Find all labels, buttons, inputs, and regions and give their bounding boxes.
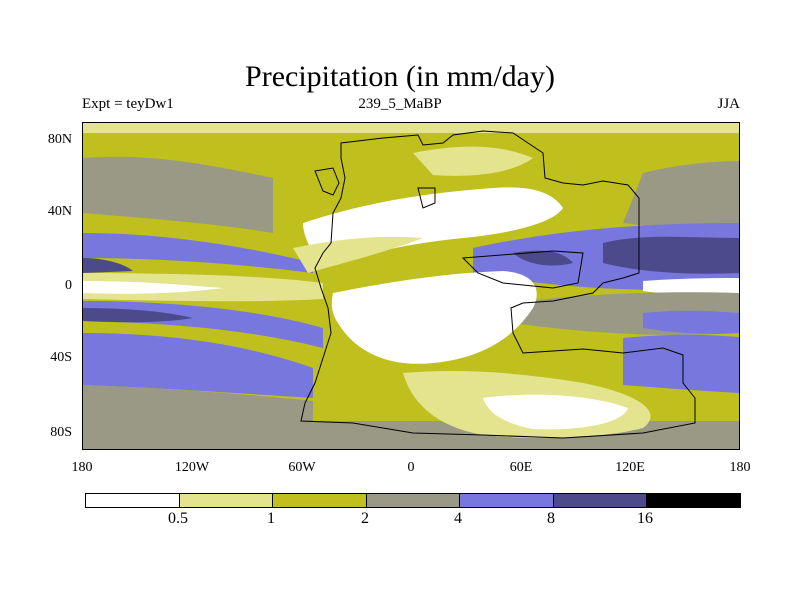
dry-margin-north bbox=[413, 146, 533, 176]
island-outline-small bbox=[417, 187, 436, 209]
lat-tick: 0 bbox=[65, 278, 72, 293]
experiment-label: Expt = teyDw1 bbox=[82, 96, 174, 112]
lat-tick: 80N bbox=[47, 132, 72, 147]
south-navy-band-west bbox=[83, 308, 193, 323]
lat-tick: 40N bbox=[47, 204, 72, 219]
lon-tick: 180 bbox=[729, 460, 751, 475]
lon-tick: 120E bbox=[615, 460, 645, 475]
inland-sea-outline bbox=[461, 250, 584, 289]
northeast-gray-band bbox=[623, 161, 739, 233]
map-title: Precipitation (in mm/day) bbox=[245, 60, 555, 93]
south-blue-band-east bbox=[643, 310, 739, 334]
lat-tick: 40S bbox=[50, 350, 72, 365]
north-blue-band-west bbox=[83, 233, 313, 273]
lon-tick: 60E bbox=[509, 460, 533, 475]
southern-storm-track-east bbox=[623, 334, 739, 393]
colorbar-segment bbox=[273, 494, 367, 507]
colorbar-label: 2 bbox=[361, 510, 369, 527]
colorbar-segment bbox=[366, 494, 461, 507]
island-outline-north bbox=[314, 167, 340, 196]
north-navy-patch-east bbox=[603, 236, 739, 274]
southern-dry-region bbox=[483, 394, 628, 430]
season-label: JJA bbox=[717, 96, 740, 112]
lon-tick: 120W bbox=[174, 460, 210, 475]
period-label: 239_5_MaBP bbox=[358, 96, 442, 112]
dry-margin-west bbox=[293, 236, 423, 273]
lat-tick: 80S bbox=[50, 425, 72, 440]
north-navy-patch-central bbox=[513, 250, 573, 266]
lon-tick: 60W bbox=[288, 460, 316, 475]
northwest-navy-patch bbox=[83, 258, 133, 273]
north-gray-band bbox=[83, 156, 273, 233]
map-canvas bbox=[83, 123, 739, 449]
colorbar-segment bbox=[179, 494, 274, 507]
equator-white-east bbox=[643, 278, 739, 295]
lon-tick: 180 bbox=[71, 460, 93, 475]
colorbar-label: 8 bbox=[547, 510, 555, 527]
colorbar-label: 4 bbox=[454, 510, 462, 527]
colorbar-segment bbox=[460, 494, 554, 507]
colorbar-label: 16 bbox=[637, 510, 653, 527]
continent-outline bbox=[300, 130, 696, 439]
colorbar-segment bbox=[647, 494, 741, 507]
lon-tick: 0 bbox=[407, 460, 415, 475]
dry-region-equatorial bbox=[331, 271, 537, 364]
colorbar-label: 1 bbox=[267, 510, 275, 527]
equator-white-west bbox=[83, 281, 223, 294]
colorbar-label: 0.5 bbox=[168, 510, 188, 527]
precipitation-map bbox=[82, 122, 740, 450]
colorbar-segment bbox=[86, 494, 180, 507]
southern-gray-west bbox=[83, 385, 313, 423]
colorbar-segment bbox=[553, 494, 648, 507]
arctic-band bbox=[83, 123, 739, 133]
colorbar bbox=[85, 493, 741, 508]
southern-storm-track-west bbox=[83, 333, 313, 398]
